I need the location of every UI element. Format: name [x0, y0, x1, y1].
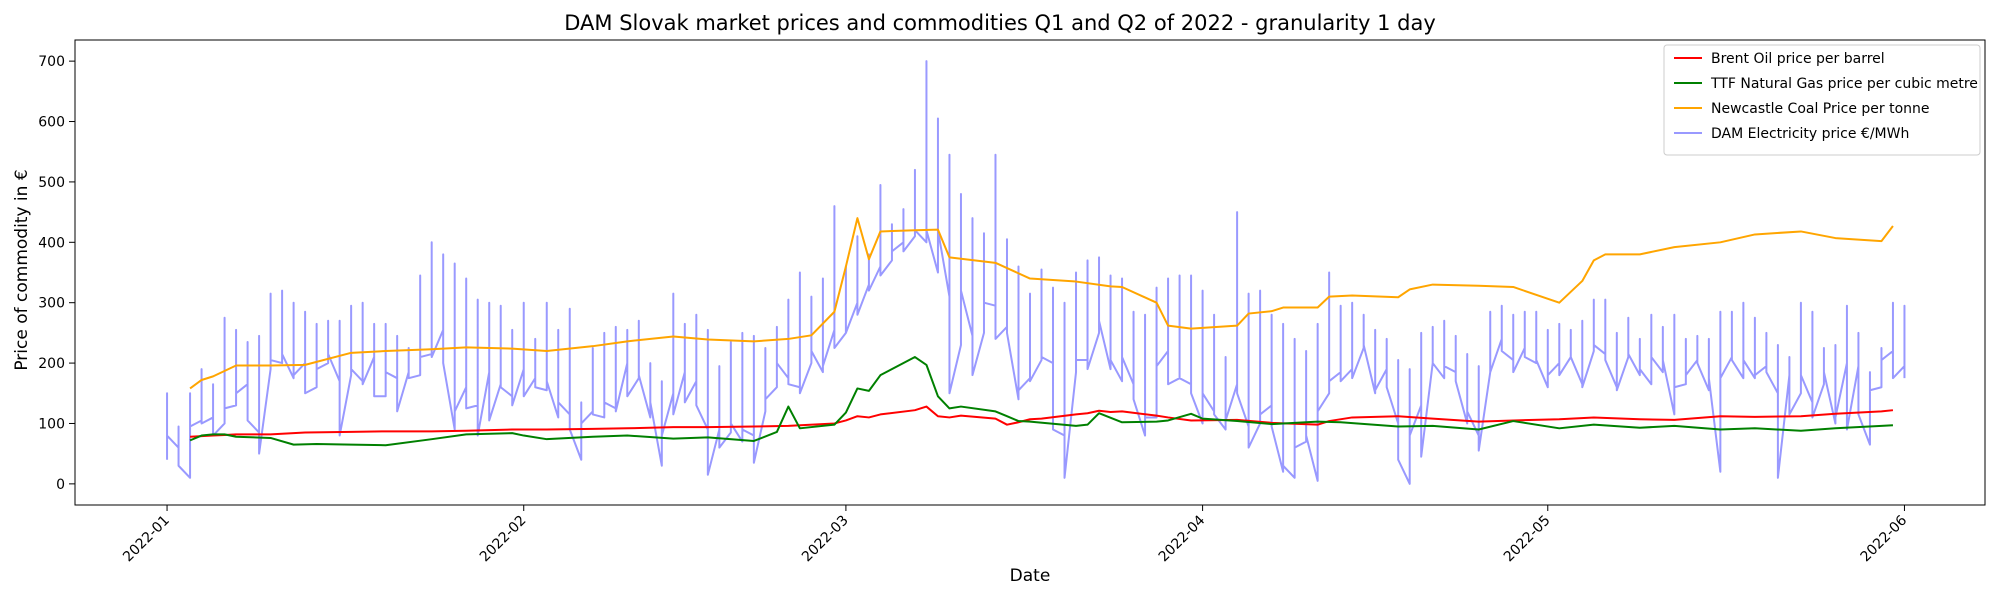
y-tick-label: 300 [38, 296, 65, 312]
legend-label-3: DAM Electricity price €/MWh [1711, 126, 1909, 142]
series-line-1 [189, 356, 1894, 447]
series-line-2 [189, 217, 1894, 390]
y-axis-title: Price of commodity in € [12, 169, 32, 370]
y-tick-label: 100 [38, 416, 65, 432]
y-tick-label: 0 [56, 477, 65, 493]
y-tick-label: 600 [38, 115, 65, 131]
plot-area [166, 60, 1906, 485]
y-tick-label: 500 [38, 175, 65, 191]
x-axis-title: Date [1010, 566, 1051, 586]
chart-title: DAM Slovak market prices and commodities… [564, 11, 1436, 35]
plot-frame [74, 39, 1986, 506]
legend-box [1663, 44, 1981, 156]
legend: Brent Oil price per barrel TTF Natural Ga… [1663, 44, 1981, 156]
series-line-3 [166, 60, 1906, 485]
legend-label-1: TTF Natural Gas price per cubic metre [1710, 76, 1978, 92]
y-tick-label: 700 [38, 54, 65, 70]
y-tick-label: 400 [38, 235, 65, 251]
y-tick-label: 200 [38, 356, 65, 372]
series-line-0 [190, 405, 1894, 438]
legend-label-0: Brent Oil price per barrel [1711, 51, 1885, 67]
legend-label-2: Newcastle Coal Price per tonne [1711, 101, 1930, 117]
